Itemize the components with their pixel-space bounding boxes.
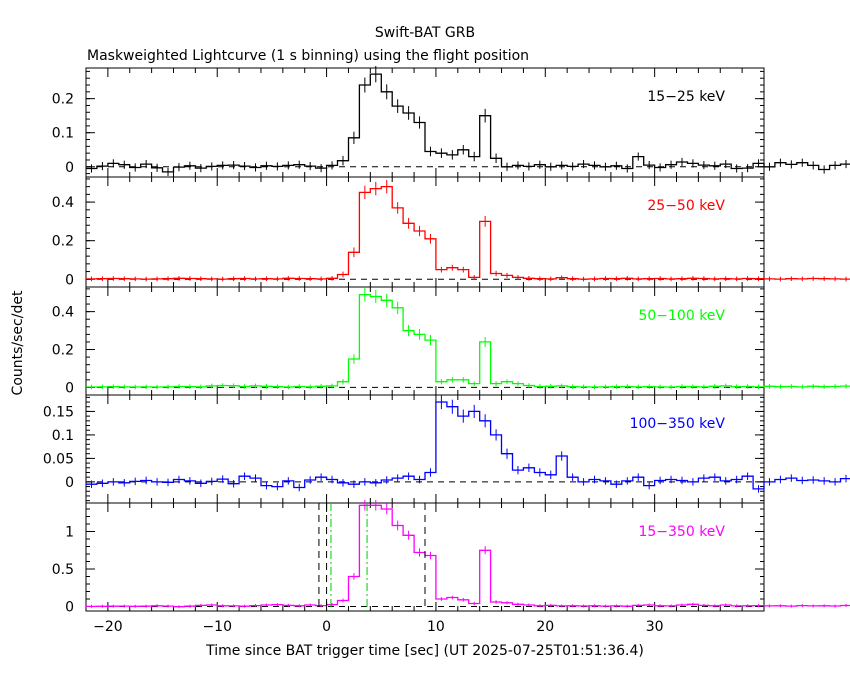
panel-4: 0 0.05 0.1 0.15 100−350 keV	[43, 394, 850, 504]
panel-frame	[85, 286, 765, 396]
x-axis-label: Time since BAT trigger time [sec] (UT 20…	[205, 643, 644, 659]
chart-subtitle: Maskweighted Lightcurve (1 s binning) us…	[87, 48, 529, 64]
series-line	[86, 73, 850, 173]
y-tick-label: 0.2	[52, 234, 74, 250]
y-tick-label: 0	[65, 475, 74, 491]
x-tick-label: 10	[427, 619, 445, 635]
y-tick-label: 0	[65, 160, 74, 176]
y-tick-label: 0.4	[52, 195, 74, 211]
series-line	[86, 504, 850, 608]
y-tick-label: 0.1	[52, 428, 74, 444]
panel-3: 0 0.2 0.4 50−100 keV	[52, 286, 850, 396]
x-tick-label: −20	[93, 619, 123, 635]
y-tick-label: 0.5	[52, 562, 74, 578]
y-tick-label: 0	[65, 272, 74, 288]
band-label: 25−50 keV	[647, 198, 725, 214]
y-axis-label: Counts/sec/det	[10, 290, 26, 395]
panel-2: 0 0.2 0.4 25−50 keV	[52, 176, 850, 288]
y-tick-label: 0	[65, 380, 74, 396]
x-tick-label: 0	[322, 619, 331, 635]
y-tick-label: 0.1	[52, 126, 74, 142]
band-label: 50−100 keV	[638, 308, 725, 324]
series-line	[86, 293, 850, 388]
chart-title: Swift-BAT GRB	[375, 25, 475, 41]
band-label: 100−350 keV	[630, 416, 726, 432]
y-tick-label: 0.2	[52, 92, 74, 108]
y-tick-label: 0	[65, 600, 74, 616]
y-tick-label: 0.15	[43, 404, 74, 420]
y-tick-label: 0.4	[52, 305, 74, 321]
y-tick-label: 0.2	[52, 343, 74, 359]
band-label: 15−25 keV	[647, 89, 725, 105]
x-tick-label: 20	[536, 619, 554, 635]
y-tick-label: 0.05	[43, 451, 74, 467]
y-tick-label: 1	[65, 525, 74, 541]
series-line	[86, 185, 850, 280]
series-line	[86, 401, 850, 490]
x-tick-label: 30	[646, 619, 664, 635]
panel-frame	[85, 394, 765, 504]
x-tick-label: −10	[202, 619, 232, 635]
panel-1: 0 0.1 0.2 15−25 keV	[52, 65, 850, 178]
band-label: 15−350 keV	[638, 524, 725, 540]
panel-5: 0 0.5 1 15−350 keV −20 −10 0 10 20 30	[52, 500, 850, 635]
